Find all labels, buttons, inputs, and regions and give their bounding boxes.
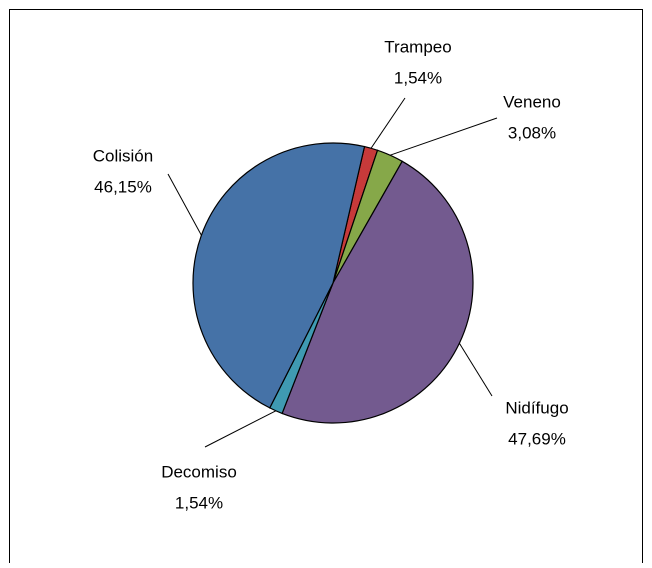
slice-value-label: 1,54% (394, 68, 442, 87)
slice-label: Nidífugo (505, 398, 568, 417)
leader-line (204, 410, 277, 448)
chart-frame (9, 9, 643, 563)
pie-slice (281, 160, 474, 424)
slice-value-label: 46,15% (94, 177, 152, 196)
leader-line (370, 97, 406, 149)
slice-label: Veneno (503, 92, 561, 111)
leader-line (389, 117, 498, 156)
slice-value-label: 1,54% (175, 493, 223, 512)
leader-line (458, 342, 493, 397)
leader-line (167, 173, 202, 236)
slice-label: Trampeo (384, 37, 451, 56)
slice-label: Colisión (93, 146, 153, 165)
slice-label: Decomiso (161, 462, 237, 481)
slice-value-label: 3,08% (508, 123, 556, 142)
slice-value-label: 47,69% (508, 429, 566, 448)
